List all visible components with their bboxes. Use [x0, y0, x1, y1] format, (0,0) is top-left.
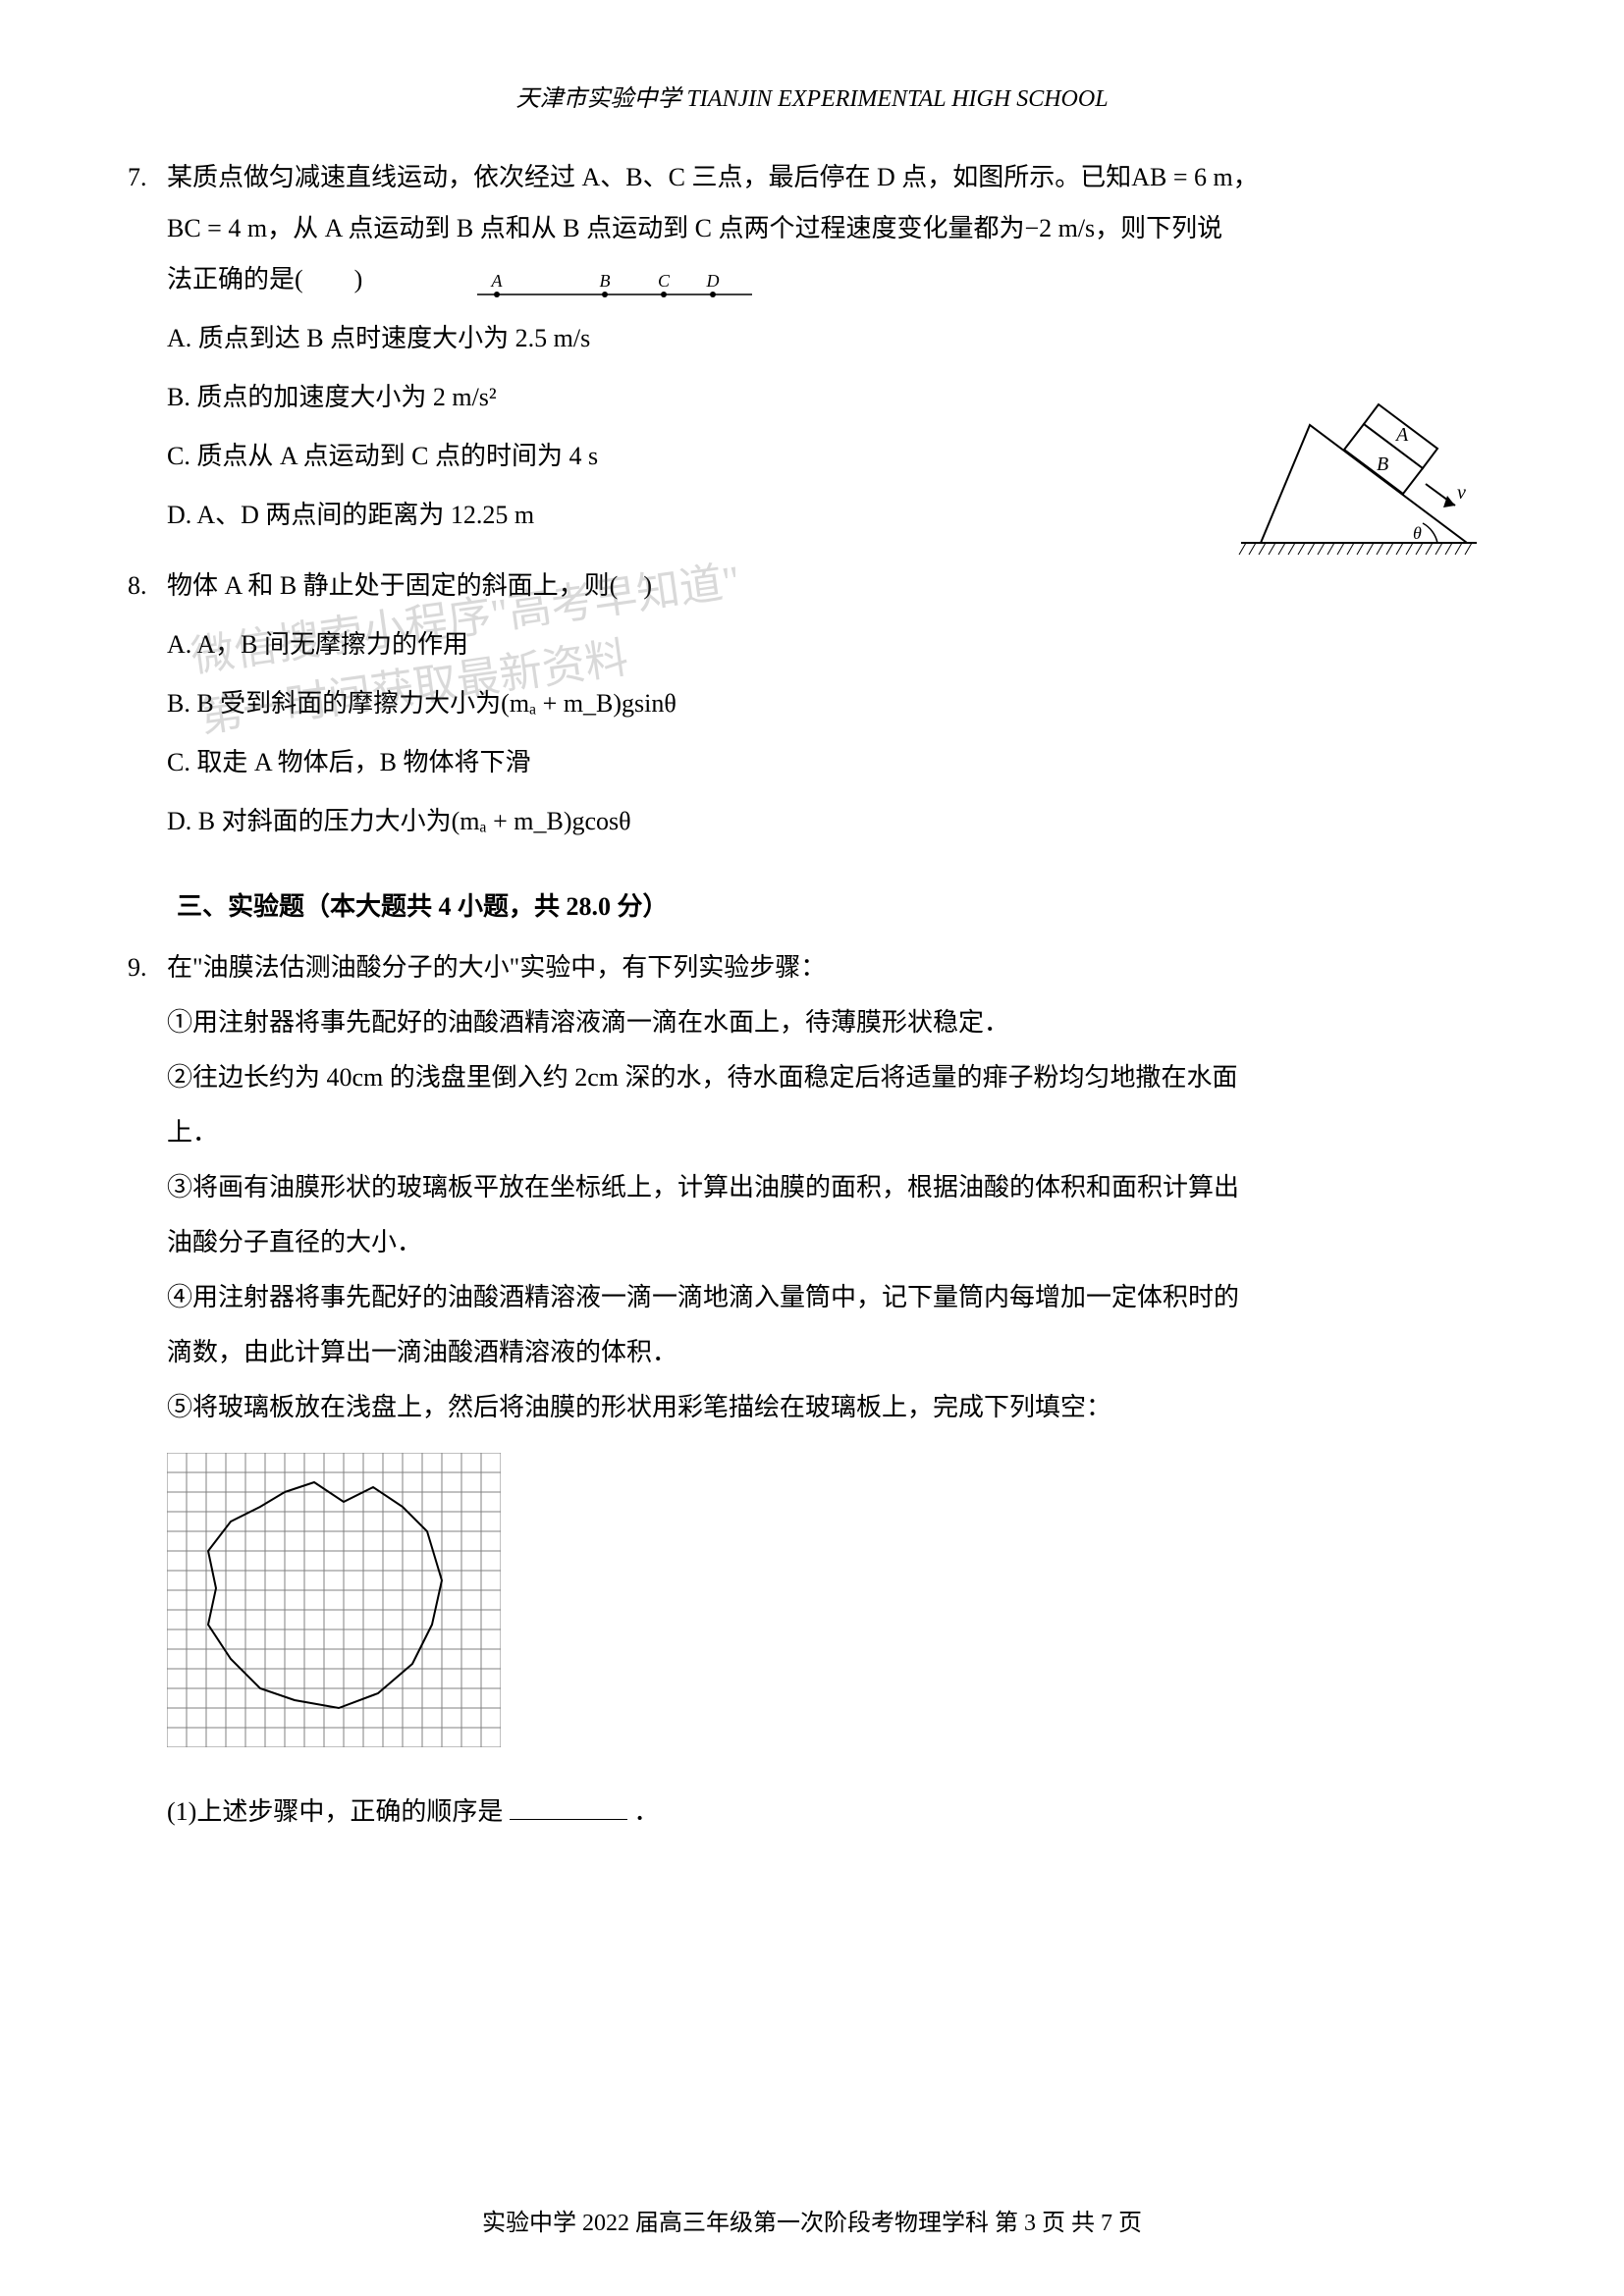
- q8-option-a: A. A，B 间无摩擦力的作用: [167, 619, 1487, 670]
- header-chinese: 天津市实验中学: [515, 86, 680, 112]
- q8-option-d: D. B 对斜面的压力大小为(mₐ + m_B)gcosθ: [167, 796, 1487, 847]
- svg-text:B: B: [599, 271, 610, 291]
- q9-step3: ③将画有油膜形状的玻璃板平放在坐标纸上，计算出油膜的面积，根据油酸的体积和面积计…: [167, 1162, 1487, 1213]
- page-header: 天津市实验中学 TIANJIN EXPERIMENTAL HIGH SCHOOL: [118, 79, 1506, 113]
- q8-stem: 物体 A 和 B 静止处于固定的斜面上，则( ): [167, 561, 1487, 612]
- question-8: 8. 物体 A 和 B 静止处于固定的斜面上，则( ) A. A，B 间无摩擦力…: [118, 561, 1506, 847]
- q7-stem-line2: BC = 4 m，从 A 点运动到 B 点和从 B 点运动到 C 点两个过程速度…: [167, 203, 1487, 254]
- q9-grid-diagram: [167, 1453, 501, 1747]
- q9-content: 在"油膜法估测油酸分子的大小"实验中，有下列实验步骤： ①用注射器将事先配好的油…: [167, 942, 1506, 1838]
- q9-step4b: 滴数，由此计算出一滴油酸酒精溶液的体积．: [167, 1327, 1487, 1378]
- q7-option-a: A. 质点到达 B 点时速度大小为 2.5 m/s: [167, 313, 1487, 364]
- question-9: 9. 在"油膜法估测油酸分子的大小"实验中，有下列实验步骤： ①用注射器将事先配…: [118, 942, 1506, 1838]
- svg-text:v: v: [1457, 482, 1466, 504]
- q9-number: 9.: [118, 942, 167, 1838]
- answer-blank[interactable]: [510, 1818, 627, 1820]
- q8-incline-diagram: ABv θ: [1231, 386, 1487, 562]
- header-english: TIANJIN EXPERIMENTAL HIGH SCHOOL: [686, 86, 1108, 112]
- q7-stem-line1: 某质点做匀减速直线运动，依次经过 A、B、C 三点，最后停在 D 点，如图所示。…: [167, 152, 1487, 203]
- q9-step4: ④用注射器将事先配好的油酸酒精溶液一滴一滴地滴入量筒中，记下量筒内每增加一定体积…: [167, 1272, 1487, 1323]
- q7-stem-line3: 法正确的是( ) ABCD: [167, 254, 1487, 305]
- q9-step2: ②往边长约为 40cm 的浅盘里倒入约 2cm 深的水，待水面稳定后将适量的痱子…: [167, 1052, 1487, 1103]
- q8-content: 物体 A 和 B 静止处于固定的斜面上，则( ) A. A，B 间无摩擦力的作用…: [167, 561, 1506, 847]
- q8-number: 8.: [118, 561, 167, 847]
- q7-number-line-diagram: A B C D: [467, 267, 762, 296]
- q9-step3b: 油酸分子直径的大小．: [167, 1217, 1487, 1268]
- section-3-title: 三、实验题（本大题共 4 小题，共 28.0 分）: [177, 886, 1506, 923]
- q9-sub1: (1)上述步骤中，正确的顺序是 ．: [167, 1787, 1487, 1838]
- svg-text:A: A: [1394, 424, 1409, 446]
- q8-option-b: B. B 受到斜面的摩擦力大小为(mₐ + m_B)gsinθ: [167, 678, 1487, 729]
- svg-text:C: C: [658, 271, 671, 291]
- svg-text:D: D: [705, 271, 719, 291]
- svg-text:A: A: [490, 271, 503, 291]
- svg-text:B: B: [1377, 454, 1388, 475]
- page-footer: 实验中学 2022 届高三年级第一次阶段考物理学科 第 3 页 共 7 页: [0, 2203, 1624, 2237]
- q8-option-c: C. 取走 A 物体后，B 物体将下滑: [167, 737, 1487, 788]
- q7-number: 7.: [118, 152, 167, 541]
- svg-text:θ: θ: [1413, 523, 1422, 543]
- q9-step5: ⑤将玻璃板放在浅盘上，然后将油膜的形状用彩笔描绘在玻璃板上，完成下列填空：: [167, 1382, 1487, 1433]
- q9-step2b: 上．: [167, 1107, 1487, 1158]
- q9-step1: ①用注射器将事先配好的油酸酒精溶液滴一滴在水面上，待薄膜形状稳定．: [167, 997, 1487, 1048]
- q9-stem: 在"油膜法估测油酸分子的大小"实验中，有下列实验步骤：: [167, 942, 1487, 993]
